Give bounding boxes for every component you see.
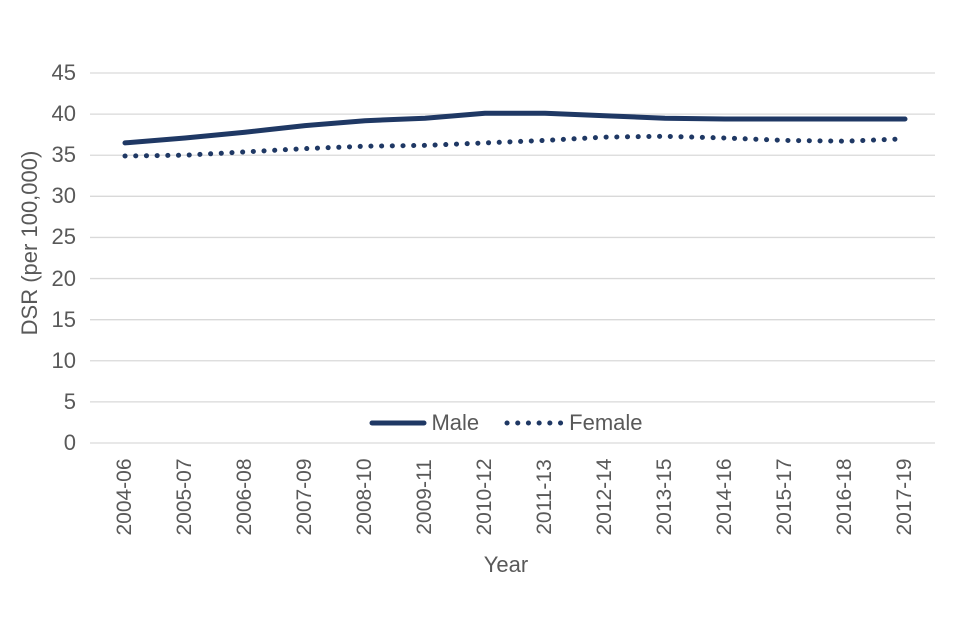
legend: Male Female (86, 408, 926, 438)
female-dotted-line-sample-icon (504, 420, 566, 426)
x-tick-label: 2010-12 (473, 458, 496, 536)
y-tick-label: 15 (51, 306, 76, 332)
y-tick-label: 30 (51, 183, 76, 209)
x-tick-label: 2008-10 (353, 458, 376, 536)
legend-label-male: Male (431, 410, 480, 435)
y-tick-label: 10 (51, 347, 76, 373)
x-tick-label: 2017-19 (893, 458, 916, 536)
x-tick-label: 2012-14 (593, 458, 616, 536)
y-tick-label: 0 (63, 430, 76, 455)
y-tick-label: 40 (51, 101, 76, 127)
y-tick-label: 20 (51, 265, 76, 291)
x-tick-label: 2013-15 (653, 458, 676, 536)
x-tick-label: 2011-13 (533, 459, 556, 535)
y-tick-label: 35 (51, 142, 76, 168)
y-axis-title: DSR (per 100,000) (17, 150, 42, 336)
male-solid-line-sample-icon (369, 420, 427, 426)
x-tick-label: 2016-18 (833, 458, 856, 536)
x-tick-label: 2005-07 (173, 458, 196, 536)
x-tick-label: 2006-08 (233, 458, 256, 536)
x-tick-label: 2015-17 (773, 458, 796, 536)
x-tick-label: 2009-11 (413, 459, 436, 535)
y-tick-label: 25 (51, 224, 76, 250)
x-axis-title: Year (483, 552, 529, 577)
legend-item-male: Male (369, 410, 479, 436)
y-tick-label: 5 (63, 388, 76, 414)
male-series-line (122, 110, 908, 146)
x-tick-label: 2004-06 (113, 458, 136, 536)
x-tick-label: 2014-16 (713, 458, 736, 536)
legend-item-female: Female (503, 410, 643, 436)
female-series-line (122, 133, 908, 159)
y-tick-label: 45 (51, 60, 76, 85)
x-tick-label: 2007-09 (293, 458, 316, 536)
legend-label-female: Female (569, 410, 643, 435)
